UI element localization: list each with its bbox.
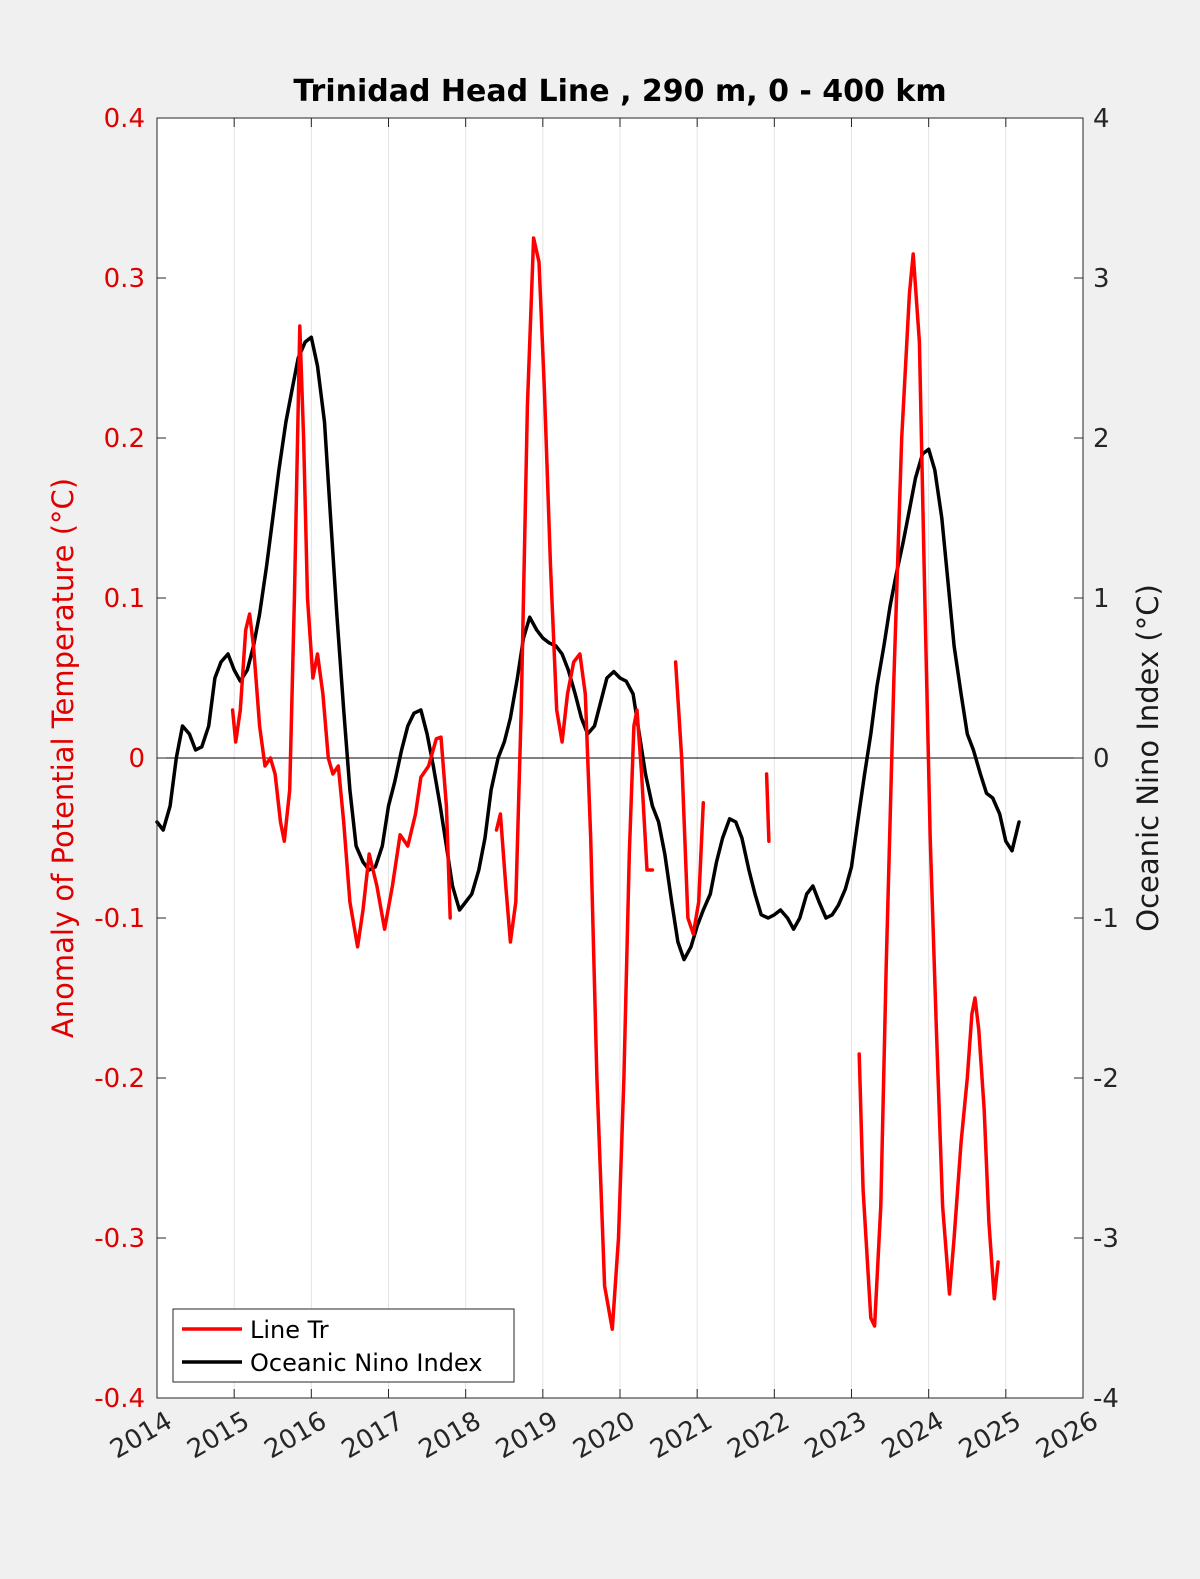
left-y-tick-label: -0.4 <box>94 1384 145 1414</box>
series-line-line-tr-segment <box>494 236 655 1331</box>
right-y-tick-label: 0 <box>1093 744 1110 774</box>
x-tick-label: 2020 <box>568 1406 640 1465</box>
x-tick-label: 2018 <box>414 1406 486 1465</box>
left-y-tick-label: 0 <box>128 744 145 774</box>
right-y-tick-label: -3 <box>1093 1224 1119 1254</box>
right-y-tick-label: 3 <box>1093 264 1110 294</box>
legend-label-line-tr: Line Tr <box>250 1316 329 1344</box>
x-tick-label: 2022 <box>723 1406 795 1465</box>
legend-box <box>172 1308 515 1383</box>
left-y-tick-label: -0.2 <box>94 1064 145 1094</box>
left-y-tick-label: 0.1 <box>104 584 145 614</box>
right-y-tick-label: 1 <box>1093 584 1110 614</box>
right-y-tick-label: -2 <box>1093 1064 1119 1094</box>
series-line-line-tr-segment <box>764 772 771 843</box>
x-tick-label: 2025 <box>954 1406 1026 1465</box>
left-y-tick-label: -0.1 <box>94 904 145 934</box>
right-y-tick-label: 4 <box>1093 104 1110 134</box>
right-y-tick-label: -1 <box>1093 904 1119 934</box>
left-axis-label: Anomaly of Potential Temperature (°C) <box>46 478 80 1038</box>
x-tick-label: 2023 <box>800 1406 872 1465</box>
x-tick-label: 2026 <box>1031 1406 1103 1465</box>
series-layer <box>155 236 1021 1331</box>
series-line-line-tr-segment <box>673 660 706 936</box>
right-y-tick-label: 2 <box>1093 424 1110 454</box>
left-y-tick-label: 0.3 <box>104 264 145 294</box>
right-axis-label: Oceanic Nino Index (°C) <box>1131 584 1165 932</box>
x-tick-label: 2016 <box>260 1406 332 1465</box>
chart-title: Trinidad Head Line , 290 m, 0 - 400 km <box>293 74 946 109</box>
left-y-tick-label: 0.2 <box>104 424 145 454</box>
legend-label-oni: Oceanic Nino Index <box>250 1349 482 1377</box>
x-tick-label: 2017 <box>337 1406 409 1465</box>
x-tick-label: 2015 <box>182 1406 254 1465</box>
series-line-line-tr-segment <box>857 252 1000 1328</box>
x-tick-label: 2014 <box>105 1406 177 1465</box>
x-tick-label: 2019 <box>491 1406 563 1465</box>
legend: Line Tr Oceanic Nino Index <box>172 1308 515 1383</box>
series-line-line-tr-segment <box>230 324 452 949</box>
x-tick-label: 2021 <box>645 1406 717 1465</box>
right-y-tick-label: -4 <box>1093 1384 1119 1414</box>
x-tick-label: 2024 <box>877 1406 949 1465</box>
left-y-tick-label: 0.4 <box>104 104 145 134</box>
left-y-tick-label: -0.3 <box>94 1224 145 1254</box>
